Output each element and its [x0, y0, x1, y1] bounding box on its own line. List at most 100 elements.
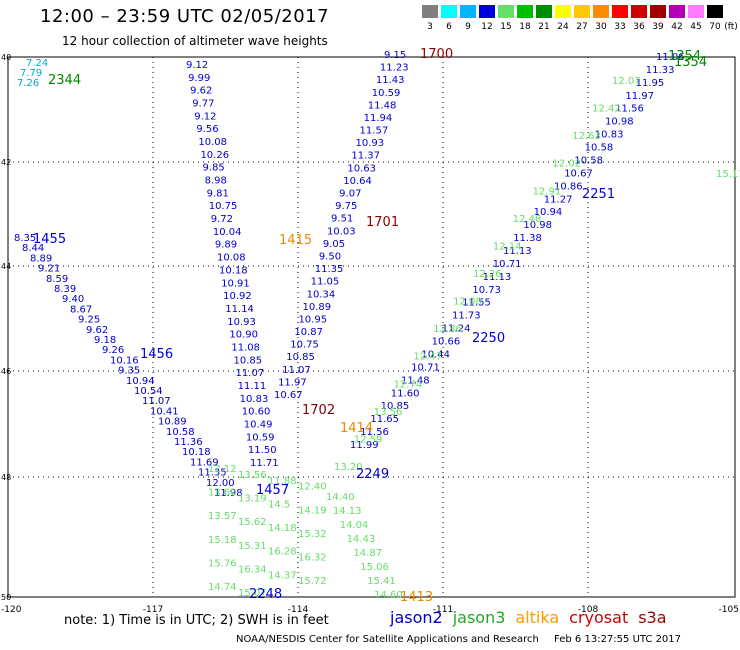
wave-height-value: 10.93 — [227, 317, 256, 328]
wave-height-value: 9.77 — [192, 99, 214, 110]
wave-height-value: 10.94 — [126, 376, 155, 387]
wave-height-value: 12.07 — [612, 76, 641, 87]
wave-height-value: 12.74 — [394, 379, 423, 390]
wave-height-value: 14.43 — [347, 534, 376, 545]
footer-credit: NOAA/NESDIS Center for Satellite Applica… — [236, 634, 539, 645]
wave-height-value: 12.14 — [493, 241, 522, 252]
wave-height-value: 11.27 — [544, 194, 573, 205]
wave-height-value: 8.98 — [205, 176, 227, 187]
wave-height-value: 11.57 — [360, 126, 389, 137]
wave-height-value: 15.06 — [360, 562, 389, 573]
wave-height-value: 7.79 — [20, 68, 42, 79]
wave-height-value: 11.97 — [625, 91, 654, 102]
scale-label: 70 — [709, 22, 721, 32]
legend-jason2: jason2 — [390, 608, 443, 627]
wave-height-value: 11.99 — [350, 440, 379, 451]
wave-height-value: 15.07 — [238, 588, 267, 599]
wave-height-value: 10.71 — [493, 259, 522, 270]
scale-swatch — [555, 5, 571, 18]
wave-height-value: 10.66 — [432, 337, 461, 348]
wave-height-value: 10.91 — [221, 278, 250, 289]
wave-height-value: 10.08 — [217, 253, 246, 264]
wave-height-value: 14.60 — [374, 590, 403, 601]
wave-height-value: 10.85 — [286, 352, 315, 363]
wave-height-value: 11.07 — [142, 396, 171, 407]
wave-height-value: 11.48 — [368, 100, 397, 111]
wave-height-value: 10.60 — [242, 407, 271, 418]
wave-height-value: 10.58 — [585, 143, 614, 154]
wave-height-value: 12.42 — [592, 104, 621, 115]
wave-height-value: 13.56 — [238, 470, 267, 481]
wave-height-values: 7.247.797.269.1511.2311.4310.5911.4811.9… — [14, 50, 740, 601]
scale-swatch — [631, 5, 647, 18]
track-id-label: 1354 — [668, 49, 701, 64]
wave-height-value: 9.05 — [323, 239, 345, 250]
wave-height-value: 13.20 — [334, 462, 363, 473]
wave-height-value: 9.25 — [78, 315, 100, 326]
wave-height-value: 9.89 — [215, 240, 237, 251]
wave-height-value: 9.15 — [384, 50, 406, 61]
wave-height-value: 11.43 — [376, 75, 405, 86]
wave-height-value: 11.48 — [401, 375, 430, 386]
wave-height-value: 10.98 — [605, 117, 634, 128]
wave-height-value: 11.07 — [236, 368, 265, 379]
wave-height-value: 10.71 — [411, 362, 440, 373]
wave-height-value: 13.19 — [238, 494, 267, 505]
wave-height-value: 11.13 — [503, 246, 532, 257]
wave-height-value: 14.87 — [353, 548, 382, 559]
wave-height-value: 9.07 — [339, 189, 361, 200]
scale-label: 21 — [538, 22, 550, 32]
wave-height-value: 10.85 — [381, 401, 410, 412]
track-id-label: 1455 — [33, 232, 66, 247]
wave-height-value: 15.41 — [367, 576, 396, 587]
track-id-label: 1701 — [366, 215, 399, 230]
wave-height-value: 10.98 — [523, 220, 552, 231]
track-id-label: 1415 — [279, 233, 312, 248]
legend-jason3: jason3 — [452, 608, 506, 627]
wave-height-value: 12.48 — [513, 214, 542, 225]
wave-height-value: 10.86 — [554, 181, 583, 192]
track-id-label: 1354 — [674, 55, 707, 70]
lat-tick-label: 48 — [1, 473, 11, 482]
wave-height-value: 10.83 — [240, 394, 269, 405]
track-id-label: 1700 — [420, 47, 453, 62]
wave-height-value: 10.85 — [233, 355, 262, 366]
wave-height-value: 14.19 — [298, 505, 327, 516]
lon-tick-label: -117 — [143, 605, 163, 615]
footer-timestamp: Feb 6 13:27:55 UTC 2017 — [554, 634, 682, 645]
wave-height-value: 8.44 — [22, 243, 44, 254]
wave-height-value: 9.51 — [331, 214, 353, 225]
wave-height-value: 15.72 — [298, 576, 327, 587]
footer: NOAA/NESDIS Center for Satellite Applica… — [236, 634, 681, 645]
wave-height-value: 9.72 — [211, 214, 233, 225]
scale-swatch — [479, 5, 495, 18]
track-id-label: 1456 — [140, 347, 173, 362]
wave-height-value: 15.76 — [208, 558, 237, 569]
map-frame — [7, 56, 736, 598]
scale-swatch — [536, 5, 552, 18]
wave-height-value: 14.5 — [268, 499, 290, 510]
wave-height-value: 9.99 — [188, 73, 210, 84]
wave-height-value: 10.54 — [134, 386, 163, 397]
wave-height-value: 10.90 — [229, 330, 258, 341]
wave-height-value: 9.62 — [86, 325, 108, 336]
wave-height-value: 10.41 — [150, 406, 179, 417]
lat-lon-grid — [7, 56, 736, 598]
wave-height-value: 11.14 — [225, 304, 254, 315]
scale-label: 15 — [500, 22, 512, 32]
wave-height-value: 11.69 — [190, 457, 219, 468]
wave-height-value: 11.36 — [174, 437, 203, 448]
wave-height-value: 11.38 — [513, 233, 542, 244]
wave-height-value: 15.62 — [238, 517, 267, 528]
track-id-label: 2250 — [472, 331, 505, 346]
wave-height-value: 9.12 — [186, 60, 208, 71]
wave-height-value: 14.04 — [340, 520, 369, 531]
wave-height-value: 14.13 — [333, 506, 362, 517]
wave-height-value: 11.24 — [442, 324, 471, 335]
lat-tick-label: 44 — [1, 262, 11, 271]
wave-height-value: 10.08 — [198, 137, 227, 148]
wave-height-value: 10.59 — [372, 88, 401, 99]
scale-swatch — [612, 5, 628, 18]
wave-height-value: 9.50 — [319, 251, 341, 262]
